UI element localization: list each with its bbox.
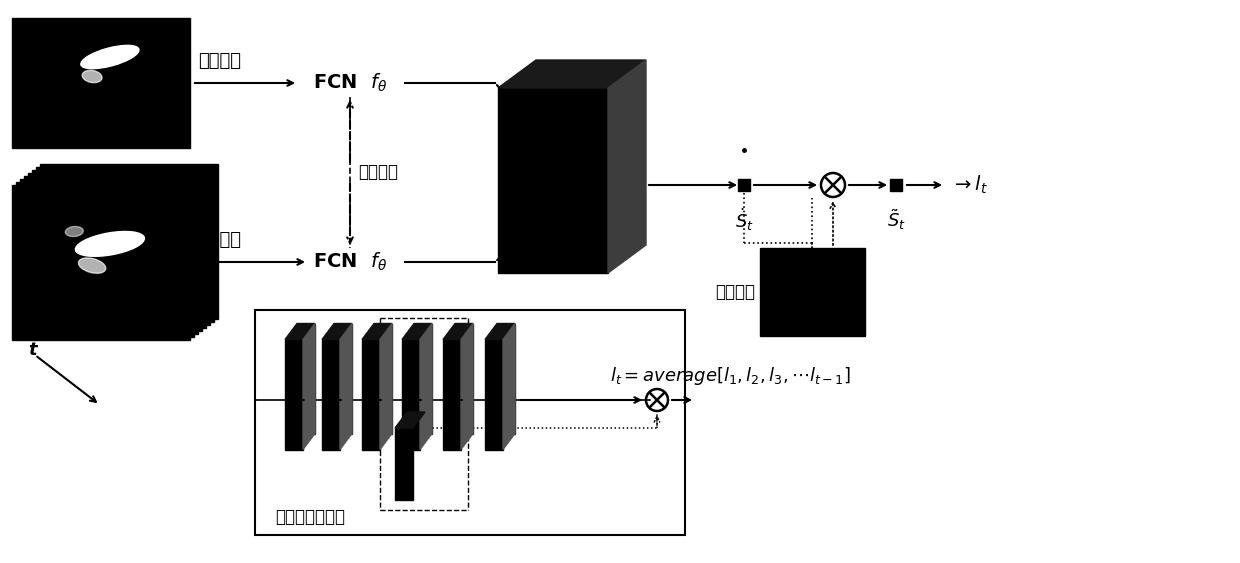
Bar	[32, 170, 210, 325]
Bar	[16, 182, 193, 337]
Polygon shape	[608, 60, 646, 273]
Polygon shape	[379, 324, 392, 449]
Polygon shape	[285, 324, 315, 339]
Bar	[255, 310, 684, 535]
Text: 初始估计: 初始估计	[715, 283, 755, 301]
Bar	[40, 164, 218, 319]
Ellipse shape	[81, 46, 139, 69]
Polygon shape	[374, 324, 392, 434]
Text: FCN  $f_\theta$: FCN $f_\theta$	[312, 72, 387, 94]
Polygon shape	[455, 324, 472, 434]
Polygon shape	[497, 324, 515, 434]
Text: 权值共享: 权值共享	[358, 163, 398, 181]
Bar	[20, 179, 198, 334]
Polygon shape	[303, 324, 315, 449]
Polygon shape	[443, 324, 472, 339]
Ellipse shape	[76, 231, 144, 256]
Polygon shape	[498, 60, 646, 88]
Text: 空间特征重标定: 空间特征重标定	[275, 508, 345, 526]
Polygon shape	[402, 339, 420, 449]
Bar	[760, 248, 866, 336]
Polygon shape	[485, 339, 503, 449]
Polygon shape	[322, 324, 352, 339]
Bar	[20, 179, 198, 334]
Ellipse shape	[78, 258, 105, 273]
Ellipse shape	[82, 70, 102, 83]
Polygon shape	[340, 324, 352, 449]
Bar	[29, 173, 206, 328]
Bar	[24, 176, 202, 331]
Text: 病灶区域: 病灶区域	[198, 52, 241, 70]
Polygon shape	[503, 324, 515, 449]
Polygon shape	[362, 339, 379, 449]
Bar	[12, 18, 190, 148]
Polygon shape	[498, 88, 608, 273]
Polygon shape	[322, 339, 340, 449]
Polygon shape	[285, 339, 303, 449]
Text: 搜索区域: 搜索区域	[198, 231, 241, 249]
Text: $\dot{S}_t$: $\dot{S}_t$	[734, 207, 754, 233]
Bar	[12, 185, 190, 340]
Text: $\rightarrow l_t$: $\rightarrow l_t$	[951, 174, 988, 196]
Bar	[32, 170, 210, 325]
Polygon shape	[420, 324, 432, 449]
Polygon shape	[396, 428, 413, 500]
Polygon shape	[334, 324, 352, 434]
Bar	[16, 182, 193, 337]
Polygon shape	[485, 324, 515, 339]
Text: t: t	[29, 341, 37, 359]
Bar	[29, 173, 206, 328]
Polygon shape	[414, 324, 432, 434]
Polygon shape	[298, 324, 315, 434]
Bar	[24, 176, 202, 331]
Bar	[36, 167, 215, 322]
Polygon shape	[443, 339, 461, 449]
Polygon shape	[461, 324, 472, 449]
Polygon shape	[362, 324, 392, 339]
Text: $l_t = average[l_1, l_2, l_3, \cdots l_{t-1}]$: $l_t = average[l_1, l_2, l_3, \cdots l_{…	[610, 365, 851, 387]
Polygon shape	[396, 412, 425, 428]
Bar	[36, 167, 215, 322]
Polygon shape	[402, 324, 432, 339]
Bar	[40, 164, 218, 319]
Text: $\tilde{S}_t$: $\tilde{S}_t$	[887, 208, 905, 233]
Text: FCN  $f_\theta$: FCN $f_\theta$	[312, 251, 387, 273]
Ellipse shape	[66, 226, 83, 236]
